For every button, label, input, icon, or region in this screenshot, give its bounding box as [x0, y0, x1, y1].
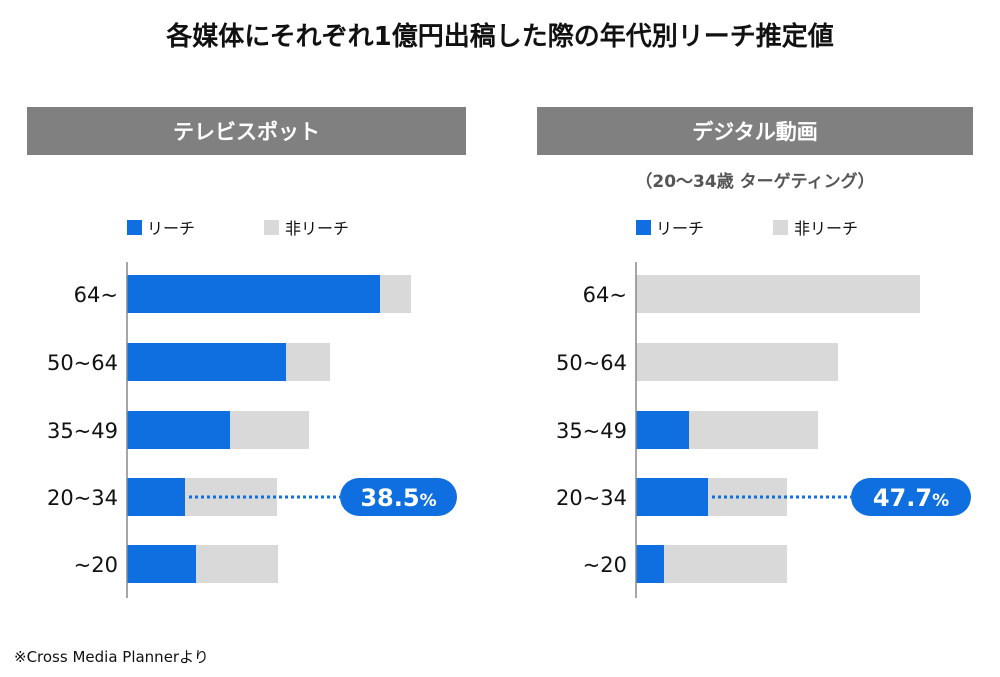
bar-reach [636, 545, 664, 583]
panel-title: テレビスポット [173, 120, 320, 144]
bar-reach [127, 411, 230, 449]
category-label: 35~49 [47, 419, 118, 443]
legend-label-reach: リーチ [656, 219, 704, 238]
bar-non-reach [636, 343, 838, 381]
callout-number: 47.7 [873, 484, 932, 512]
category-label: ~20 [583, 553, 627, 577]
panel-subtitle: （20～34歳 ターゲティング） [635, 171, 874, 192]
bar-reach [127, 478, 185, 516]
callout-value: 47.7% [873, 484, 949, 512]
callout-unit: % [420, 491, 437, 511]
bar-reach [636, 478, 708, 516]
bar-non-reach [380, 275, 411, 313]
bar-reach [636, 411, 689, 449]
bar-non-reach [689, 411, 818, 449]
legend-label-non-reach: 非リーチ [794, 219, 858, 238]
category-label: 64~ [74, 283, 118, 307]
panel-header [537, 107, 973, 155]
category-label: ~20 [74, 553, 118, 577]
legend-swatch-reach [636, 220, 651, 235]
panel-title: デジタル動画 [692, 120, 818, 144]
bar-reach [127, 275, 380, 313]
bar-reach [127, 545, 196, 583]
callout-unit: % [932, 491, 949, 511]
footnote: ※Cross Media Plannerより [14, 648, 209, 666]
category-label: 50~64 [47, 351, 118, 375]
category-label: 20~34 [556, 486, 627, 510]
callout-pill [340, 478, 457, 516]
category-label: 64~ [583, 283, 627, 307]
panel-2: デジタル動画 （20～34歳 ターゲティング） リーチ 非リーチ 64~ 50~64 35~… [537, 107, 973, 598]
bar-non-reach [664, 545, 787, 583]
callout-pill [851, 478, 971, 516]
callout-number: 38.5 [360, 484, 419, 512]
bar-non-reach [230, 411, 309, 449]
category-label: 50~64 [556, 351, 627, 375]
legend-swatch-non-reach [264, 220, 279, 235]
bar-non-reach [196, 545, 278, 583]
callout-value: 38.5% [360, 484, 436, 512]
category-label: 20~34 [47, 486, 118, 510]
bar-non-reach [636, 275, 920, 313]
category-label: 35~49 [556, 419, 627, 443]
legend-label-reach: リーチ [147, 219, 195, 238]
legend-swatch-reach [127, 220, 142, 235]
bar-non-reach [286, 343, 330, 381]
panel-header [27, 107, 466, 155]
legend-swatch-non-reach [773, 220, 788, 235]
chart-title: 各媒体にそれぞれ1億円出稿した際の年代別リーチ推定値 [165, 21, 834, 52]
legend-label-non-reach: 非リーチ [285, 219, 349, 238]
bar-reach [127, 343, 286, 381]
